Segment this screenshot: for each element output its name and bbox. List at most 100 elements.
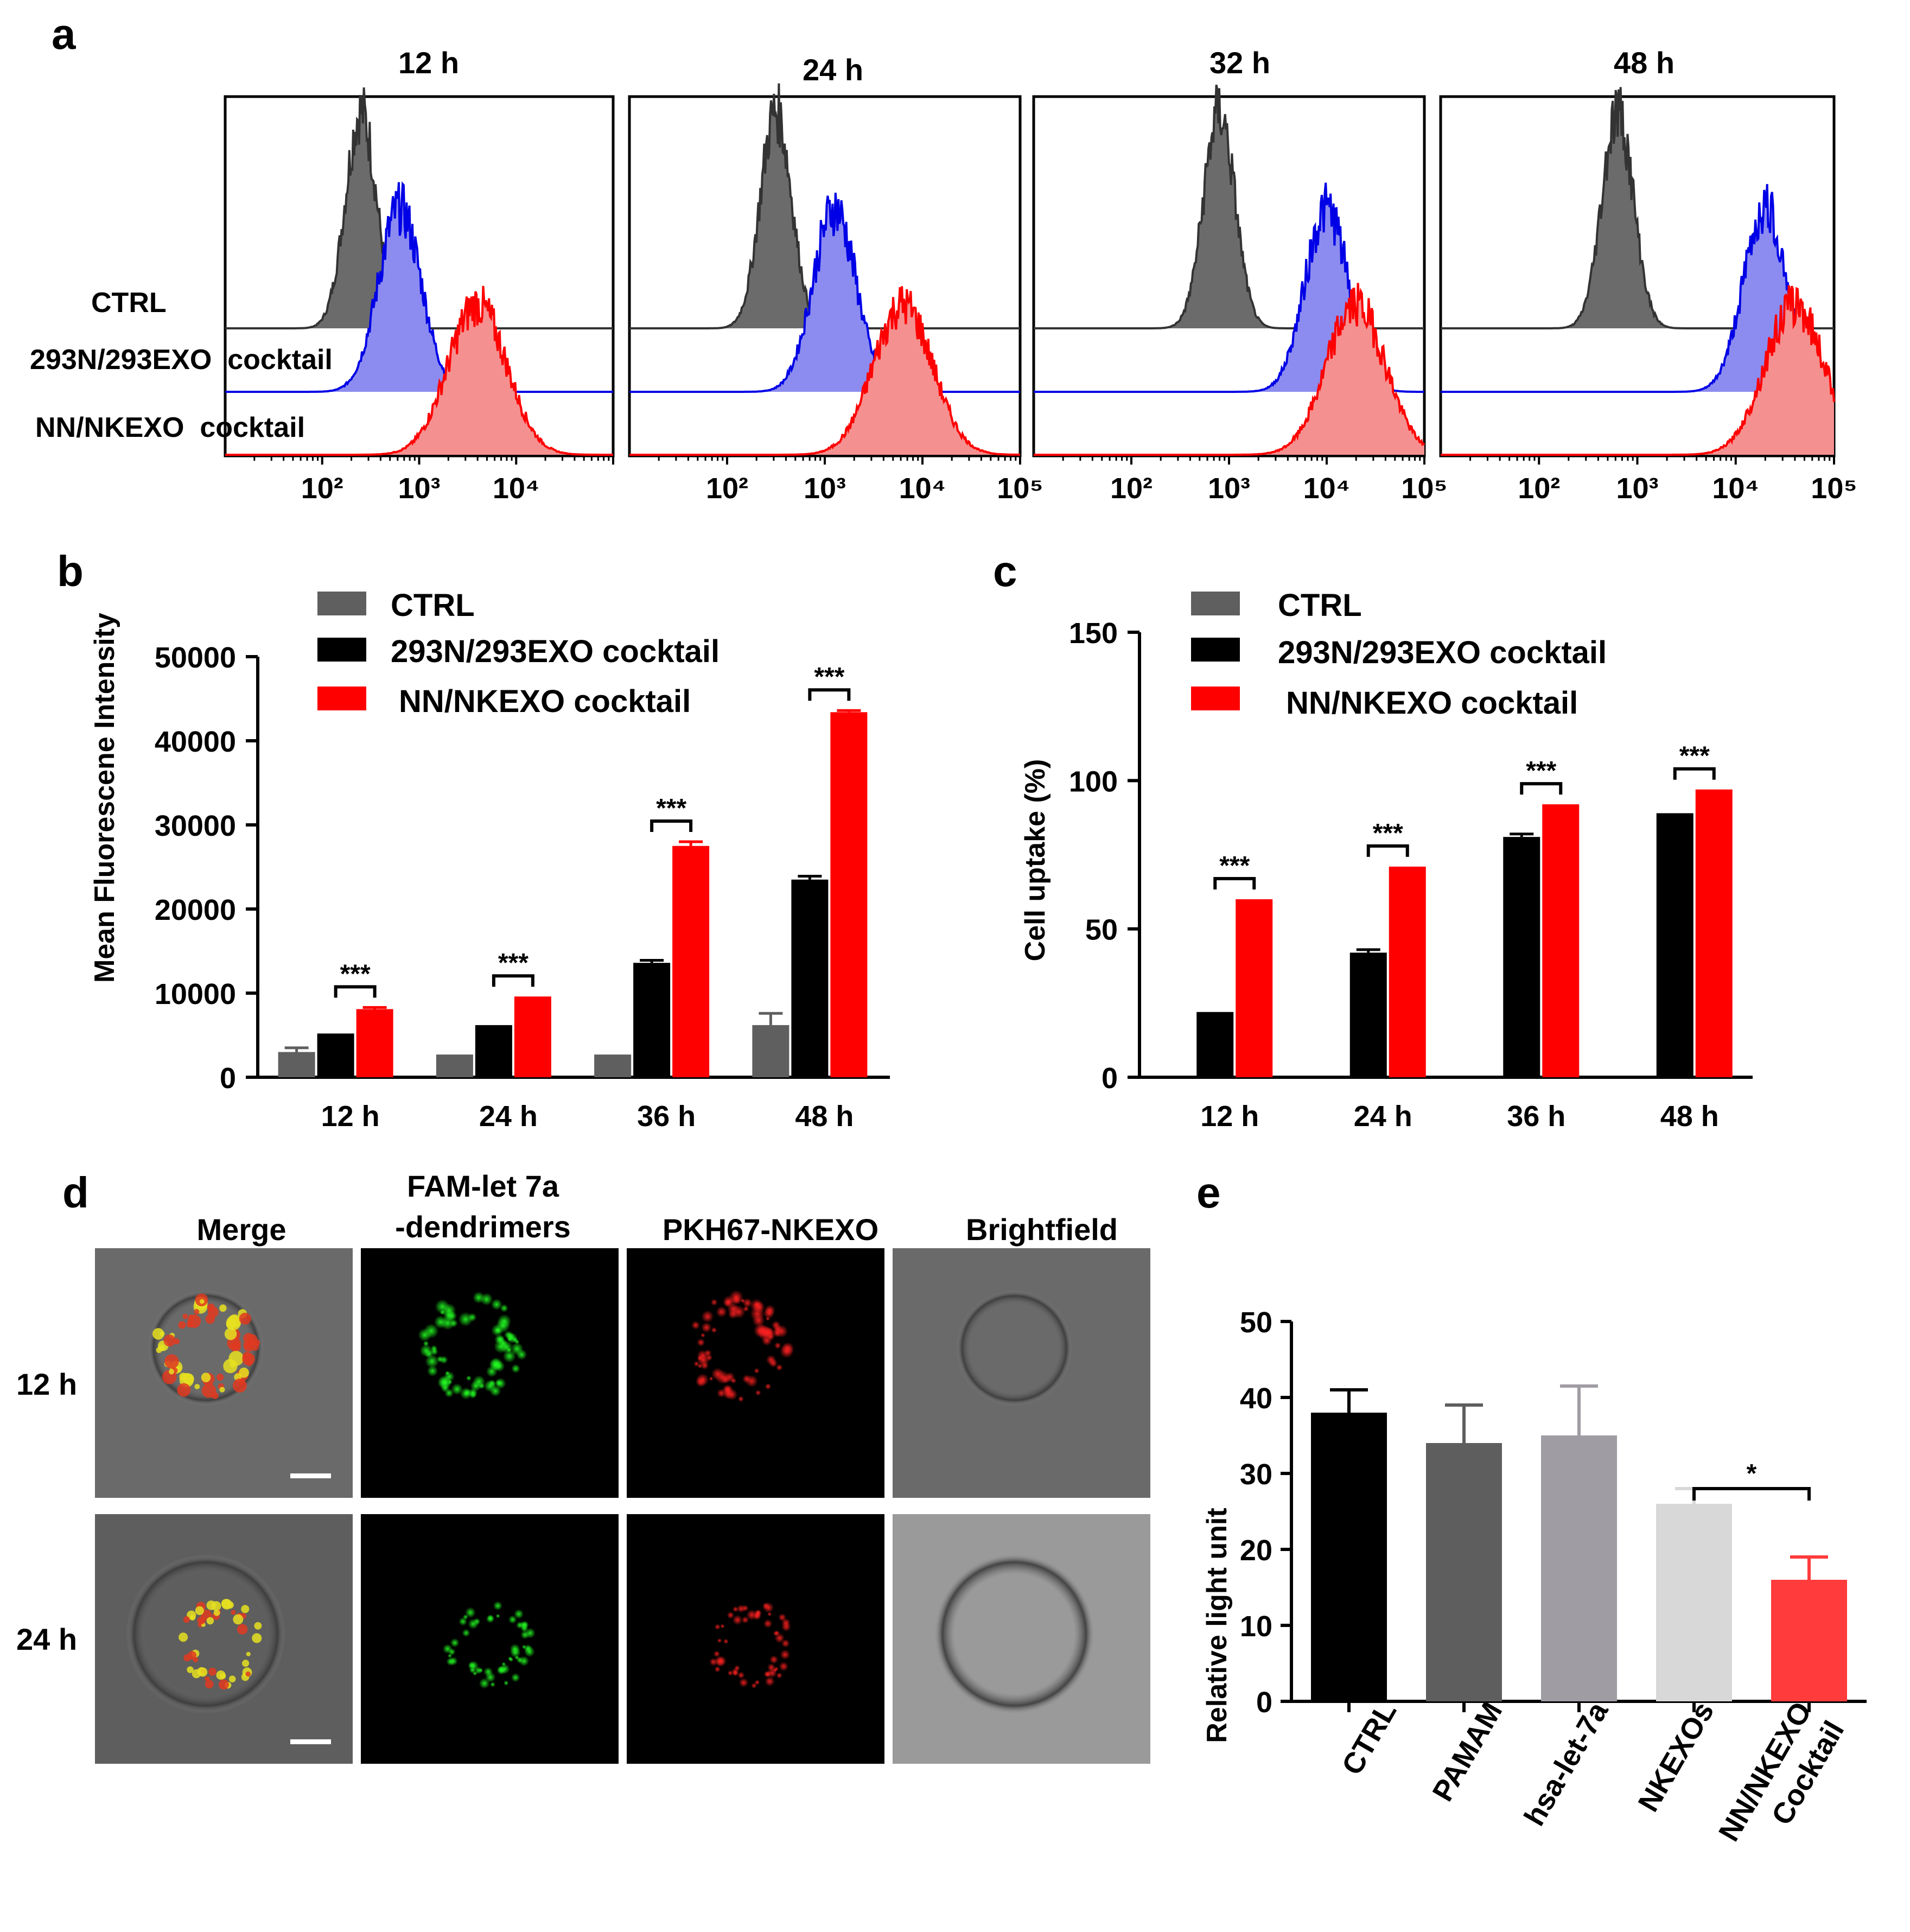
fluorescent-spot-green [479,1668,483,1673]
x-tick-label: 10² [301,472,343,505]
fluorescent-spot-merge [179,1632,188,1642]
fluorescent-spot-merge [164,1354,179,1369]
legend-label-ctrl: CTRL [391,588,475,623]
histogram-title-12h: 12 h [398,46,459,80]
fluorescent-spot-green [520,1630,530,1639]
y-tick-label: 20 [1240,1534,1272,1567]
fluorescent-spot-merge [216,1670,226,1680]
y-axis-label-e: Relative light unit [1201,1508,1233,1743]
fluorescent-spot-merge [160,1331,165,1337]
fluorescent-spot-red [714,1656,725,1667]
histogram-title-24h: 24 h [803,53,863,87]
fluorescent-spot-green [483,1667,493,1677]
fluorescent-spot-red [732,1615,743,1625]
panel-d-micrographs: Merge FAM-let 7a -dendrimers PKH67-NKEXO… [16,1169,1150,1764]
fluorescent-spot-red [704,1349,712,1357]
fluorescent-spot-red [774,1342,781,1349]
fluorescent-spot-red [762,1602,770,1610]
bar-1 [1349,952,1387,1077]
row-title-24h: 24 h [16,1622,77,1656]
fluorescent-spot-green [462,1629,470,1637]
fluorescent-spot-merge [239,1312,251,1325]
x-tick-label: 36 h [1507,1100,1565,1133]
fluorescent-spot-merge [252,1633,262,1643]
y-tick-label: 0 [220,1062,236,1095]
fluorescent-spot-green [430,1348,438,1356]
bar-e-3 [1656,1504,1732,1701]
fluorescent-spot-merge [217,1374,224,1381]
x-tick-label: 10⁴ [899,472,946,505]
x-tick-label: 10⁵ [997,472,1043,505]
bar-1 [1196,1012,1234,1077]
y-tick-label: 50 [1240,1306,1272,1339]
fluorescent-spot-merge [187,1666,194,1673]
fluorescent-spot-merge [163,1334,176,1347]
fluorescent-spot-green [494,1339,508,1354]
x-tick-label: 10⁴ [493,472,540,505]
fluorescent-spot-green [508,1657,514,1662]
fluorescent-spot-red [717,1638,722,1643]
fluorescent-spot-merge [208,1667,217,1676]
micrograph-background [361,1514,619,1764]
fluorescent-spot-red [713,1650,721,1657]
histogram-area-nn [1441,285,1834,455]
histogram-area-nn [225,285,613,455]
fluorescent-spot-merge [197,1616,206,1625]
fluorescent-spot-green [495,1380,502,1387]
fluorescent-spot-red [741,1616,749,1624]
bar-2 [1542,804,1580,1077]
fluorescent-spot-merge [233,1614,244,1625]
bar-0 [594,1054,632,1077]
legend-swatch-293-c [1191,638,1240,662]
bar-2 [514,996,551,1077]
fluorescent-spot-red [781,1342,794,1355]
legend-label-293-c: 293N/293EXO cocktail [1278,635,1607,670]
fluorescent-spot-green [510,1647,521,1658]
fluorescent-spot-red [774,1633,785,1643]
x-tick-label: 36 h [637,1100,696,1133]
legend-label-nn: NN/NKEXO cocktail [399,684,691,719]
panel-c-bar-chart: CTRL 293N/293EXO cocktail NN/NKEXO cockt… [1020,588,1753,1133]
significance-stars: *** [1526,757,1556,785]
fluorescent-spot-red [765,1383,772,1390]
micrograph-r0-c1 [361,1248,619,1498]
y-tick-label: 0 [1256,1686,1272,1719]
fluorescent-spot-red [700,1332,705,1338]
fluorescent-spot-merge [253,1339,260,1346]
fluorescent-spot-red [727,1670,733,1676]
fluorescent-spot-green [520,1624,529,1632]
fluorescent-spot-green [503,1680,509,1686]
fluorescent-spot-merge [194,1309,200,1315]
fluorescent-spot-red [734,1665,740,1672]
x-tick-label: 12 h [1200,1100,1259,1133]
bar-1 [1656,813,1693,1077]
fluorescent-spot-red [753,1301,765,1313]
histogram-area-c293 [225,182,613,392]
x-label-ctrl: CTRL [1335,1696,1403,1781]
x-tick-label: 10³ [398,472,440,505]
histogram-area-c293 [1441,184,1834,392]
micrograph-r1-c1 [361,1514,619,1764]
fluorescent-spot-green [466,1375,472,1381]
fluorescent-spot-merge [205,1314,215,1324]
panel-b-bar-chart: CTRL 293N/293EXO cocktail NN/NKEXO cockt… [89,588,890,1133]
significance-bracket [650,819,693,832]
legend-swatch-293 [317,638,366,662]
fluorescent-spot-merge [218,1679,229,1690]
bar-0 [278,1052,315,1077]
row-label-nn: NN/NKEXO cocktail [35,412,305,443]
histogram-line-nn [629,286,1020,456]
fluorescent-spot-red [716,1306,728,1318]
legend-label-ctrl-c: CTRL [1278,588,1362,623]
fluorescent-spot-green [490,1682,495,1687]
histogram-line-c293 [1441,184,1835,393]
fluorescent-spot-green [435,1299,450,1314]
fluorescent-spot-red [714,1666,721,1673]
significance-bracket [1673,767,1716,780]
significance-stars: *** [340,959,371,988]
fluorescent-spot-red [695,1376,706,1387]
fluorescent-spot-green [436,1356,444,1363]
fluorescent-spot-green [497,1314,512,1329]
significance-stars: *** [814,663,844,691]
fluorescent-spot-merge [241,1605,250,1613]
